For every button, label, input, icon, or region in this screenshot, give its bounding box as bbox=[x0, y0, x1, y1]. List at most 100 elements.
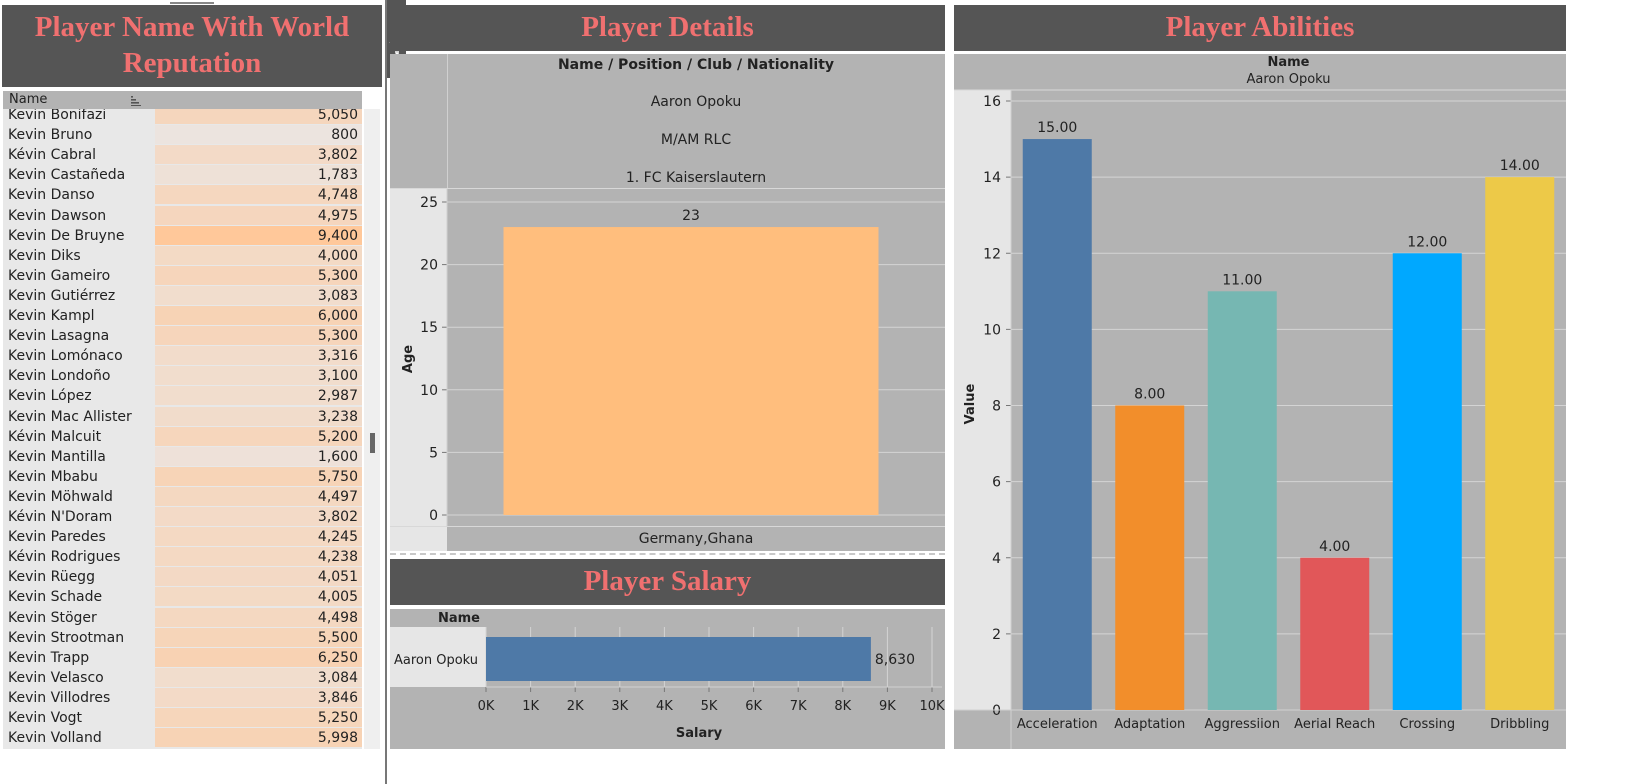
player-name-cell: Kevin Castañeda bbox=[3, 165, 154, 186]
salary-tick-label: 0K bbox=[478, 699, 495, 714]
table-row[interactable]: Kevin Danso 4,748 bbox=[3, 185, 362, 206]
reputation-value-cell: 4,498 bbox=[155, 607, 362, 627]
table-row[interactable]: Kevin Dawson 4,975 bbox=[3, 205, 362, 226]
reputation-value-cell: 4,051 bbox=[155, 567, 362, 587]
table-row[interactable]: Kevin Gutiérrez 3,083 bbox=[3, 285, 362, 306]
reputation-value-cell: 5,250 bbox=[155, 708, 362, 727]
player-club: 1. FC Kaiserslautern bbox=[625, 170, 767, 186]
age-tick-label: 0 bbox=[429, 508, 438, 524]
salary-tick-label: 6K bbox=[745, 699, 762, 714]
table-row[interactable]: Kevin Strootman 5,500 bbox=[3, 627, 362, 648]
table-row[interactable]: Kevin Mantilla 1,600 bbox=[3, 446, 362, 467]
table-row[interactable]: Kevin Velasco 3,084 bbox=[3, 667, 362, 688]
player-name-cell: Kevin Mbabu bbox=[3, 466, 154, 487]
abilities-panel: Name Aaron Opoku 0 2 4 6 8 10 12 14 16 Value 15.00… bbox=[954, 54, 1566, 749]
table-row[interactable]: Kevin Mbabu 5,750 bbox=[3, 466, 362, 487]
table-row[interactable]: Kevin Vogt 5,250 bbox=[3, 708, 362, 728]
player-name-cell: Kevin Möhwald bbox=[3, 486, 154, 507]
player-name-cell: Kevin Mantilla bbox=[3, 446, 154, 467]
salary-tick-label: 7K bbox=[790, 699, 807, 714]
salary-name-header: Name bbox=[437, 611, 480, 626]
table-row[interactable]: Kevin Lomónaco 3,316 bbox=[3, 346, 362, 367]
abilities-title: Player Abilities bbox=[954, 5, 1566, 51]
sort-icon[interactable] bbox=[129, 93, 143, 107]
reputation-value-cell: 5,050 bbox=[155, 109, 362, 124]
abilities-tick-label: 8 bbox=[992, 399, 1001, 415]
salary-title: Player Salary bbox=[390, 559, 945, 605]
salary-data-label: 8,630 bbox=[875, 652, 915, 668]
abilities-tick-label: 6 bbox=[992, 475, 1001, 491]
player-name-cell: Kévin N'Doram bbox=[3, 507, 154, 527]
reputation-value-cell: 4,000 bbox=[155, 245, 362, 265]
player-name-cell: Kevin Kampl bbox=[3, 306, 154, 326]
ability-category-label: Acceleration bbox=[1017, 717, 1098, 732]
table-row[interactable]: Kévin Malcuit 5,200 bbox=[3, 426, 362, 447]
ability-category-label: Aggressiion bbox=[1205, 717, 1280, 732]
salary-tick-label: 10K bbox=[919, 699, 945, 714]
table-row[interactable]: Kevin Trapp 6,250 bbox=[3, 647, 362, 668]
player-name-cell: Kevin Vogt bbox=[3, 708, 154, 728]
salary-tick-label: 9K bbox=[879, 699, 896, 714]
table-row[interactable]: Kévin Cabral 3,802 bbox=[3, 145, 362, 166]
ability-category-label: Aerial Reach bbox=[1294, 717, 1375, 732]
table-row[interactable]: Kevin Schade 4,005 bbox=[3, 587, 362, 608]
table-row[interactable]: Kevin Volland 5,998 bbox=[3, 728, 362, 749]
reputation-value-cell: 5,998 bbox=[155, 728, 362, 748]
abilities-tick-label: 10 bbox=[983, 322, 1001, 338]
player-name-cell: Kevin Gameiro bbox=[3, 265, 154, 286]
player-name-cell: Kevin Bruno bbox=[3, 125, 154, 146]
table-scrollbar-thumb[interactable] bbox=[370, 433, 375, 453]
player-name-cell: Kevin Lasagna bbox=[3, 326, 154, 347]
table-row[interactable]: Kévin Rodrigues 4,238 bbox=[3, 547, 362, 568]
ability-data-label: 11.00 bbox=[1222, 272, 1262, 288]
table-row[interactable]: Kevin Stöger 4,498 bbox=[3, 607, 362, 628]
salary-tick-label: 4K bbox=[656, 699, 673, 714]
table-scrollbar-track[interactable] bbox=[364, 109, 380, 749]
section-divider-dashed bbox=[390, 553, 945, 555]
player-name-cell: Kevin Villodres bbox=[3, 687, 154, 708]
table-row[interactable]: Kevin Gameiro 5,300 bbox=[3, 265, 362, 286]
table-row[interactable]: Kevin Rüegg 4,051 bbox=[3, 567, 362, 588]
table-row[interactable]: Kevin Paredes 4,245 bbox=[3, 527, 362, 548]
player-name-cell: Kevin Danso bbox=[3, 185, 154, 206]
table-row[interactable]: Kevin Londoño 3,100 bbox=[3, 366, 362, 387]
ability-category-label: Adaptation bbox=[1114, 717, 1185, 732]
reputation-value-cell: 4,497 bbox=[155, 486, 362, 506]
player-name-cell: Kevin Bonifazi bbox=[3, 109, 154, 125]
name-column-header[interactable]: Name bbox=[3, 91, 362, 109]
reputation-value-cell: 2,987 bbox=[155, 386, 362, 406]
salary-chart: 0K 1K 2K 3K 4K 5K 6K 7K 8K 9K 10K Aaron Opoku 8,630 S… bbox=[394, 627, 945, 741]
table-row[interactable]: Kevin Lasagna 5,300 bbox=[3, 326, 362, 347]
table-row[interactable]: Kevin Bruno 800 bbox=[3, 125, 362, 146]
ability-data-label: 8.00 bbox=[1134, 387, 1165, 403]
table-row[interactable]: Kévin N'Doram 3,802 bbox=[3, 507, 362, 527]
header-divider bbox=[390, 188, 945, 189]
reputation-value-cell: 4,005 bbox=[155, 587, 362, 607]
table-row[interactable]: Kevin De Bruyne 9,400 bbox=[3, 225, 362, 246]
table-row[interactable]: Kevin Castañeda 1,783 bbox=[3, 165, 362, 186]
table-row[interactable]: Kevin Mac Allister 3,238 bbox=[3, 406, 362, 427]
table-row[interactable]: Kevin Diks 4,000 bbox=[3, 245, 362, 266]
abilities-tick-label: 0 bbox=[992, 703, 1001, 719]
salary-tick-label: 8K bbox=[834, 699, 851, 714]
table-row[interactable]: Kevin Bonifazi 5,050 bbox=[3, 109, 362, 125]
ability-bar bbox=[1022, 139, 1092, 710]
player-name-cell: Kevin Volland bbox=[3, 728, 154, 749]
table-row[interactable]: Kevin Möhwald 4,497 bbox=[3, 486, 362, 507]
player-name-cell: Kevin Strootman bbox=[3, 627, 154, 648]
reputation-panel: Player Name With World Reputation Name K… bbox=[0, 0, 387, 784]
table-row[interactable]: Kevin López 2,987 bbox=[3, 386, 362, 407]
table-row[interactable]: Kevin Villodres 3,846 bbox=[3, 687, 362, 708]
player-name-cell: Kevin Paredes bbox=[3, 527, 154, 548]
table-row[interactable]: Kevin Kampl 6,000 bbox=[3, 306, 362, 326]
abilities-tick-label: 16 bbox=[983, 94, 1001, 110]
age-bar bbox=[503, 227, 879, 515]
salary-bar bbox=[486, 637, 871, 681]
abilities-left-gutter bbox=[954, 90, 1011, 710]
player-name-cell: Kevin Londoño bbox=[3, 366, 154, 387]
ability-bar bbox=[1485, 177, 1555, 710]
player-name-cell: Kévin Malcuit bbox=[3, 426, 154, 447]
reputation-value-cell: 5,750 bbox=[155, 466, 362, 486]
abilities-chart: 0 2 4 6 8 10 12 14 16 Value 15.00 Acceleration 8.00 A… bbox=[954, 89, 1566, 749]
footer-divider bbox=[390, 526, 945, 527]
